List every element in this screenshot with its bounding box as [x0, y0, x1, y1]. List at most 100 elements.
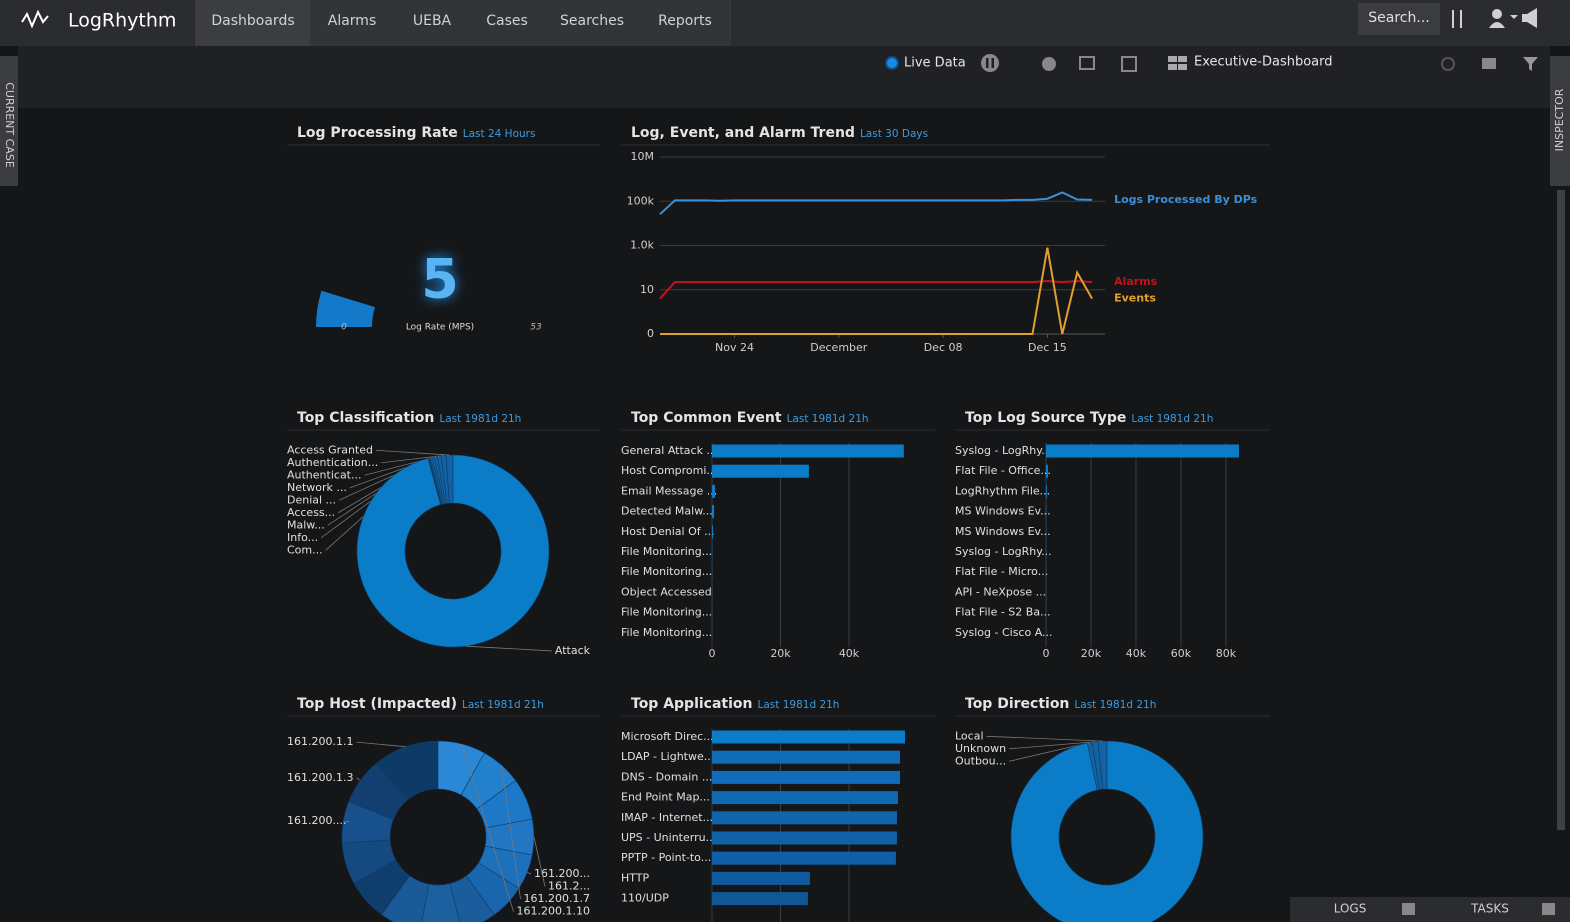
panel-title: Top Classification [297, 410, 434, 426]
leader-line [533, 836, 546, 887]
nav-tab[interactable]: Alarms [328, 13, 377, 29]
bar [1046, 444, 1239, 458]
donut-label: Authentication... [287, 456, 378, 469]
category-label: Host Compromi... [621, 464, 717, 477]
donut-slice [421, 883, 461, 922]
donut-label: Malw... [287, 518, 325, 531]
leader-line [381, 455, 444, 464]
donut-label: Attack [555, 644, 591, 657]
x-tick-label: 20k [770, 647, 791, 660]
panel-title: Log Processing Rate [297, 125, 458, 141]
donut-label: 161.200.1.1 [287, 735, 353, 748]
donut-label: Unknown [955, 742, 1006, 755]
toolbar [18, 46, 1550, 108]
leader-line [986, 735, 1103, 742]
gauge-tick-label: 53 [530, 323, 542, 333]
leader-line [501, 764, 521, 900]
footer-bar [1290, 897, 1570, 922]
logs-tab[interactable]: LOGS [1334, 902, 1367, 916]
panel-subtitle: Last 1981d 21h [439, 413, 521, 425]
layout-cell [1168, 56, 1177, 62]
live-label: Live Data [904, 56, 966, 71]
top-icons [1452, 8, 1537, 28]
category-label: File Monitoring... [621, 626, 712, 639]
category-label: 110/UDP [621, 892, 669, 905]
x-tick-label: 60k [1171, 647, 1192, 660]
category-label: LogRhythm File... [955, 484, 1050, 497]
bar [712, 484, 716, 498]
print-button[interactable] [1482, 58, 1496, 69]
category-label: Flat File - S2 Ba... [955, 606, 1051, 619]
y-tick-label: 10M [631, 150, 655, 163]
announce-icon[interactable] [1522, 8, 1537, 28]
filter-button[interactable] [1523, 57, 1538, 71]
leader-line [375, 449, 450, 456]
tasks-tab[interactable]: TASKS [1470, 902, 1509, 916]
y-tick-label: 100k [627, 194, 655, 207]
user-icon[interactable] [1492, 9, 1502, 19]
y-tick-label: 1.0k [630, 239, 654, 252]
category-label: Detected Malw... [621, 505, 713, 518]
nav-tab[interactable]: UEBA [413, 13, 452, 29]
category-label: File Monitoring... [621, 606, 712, 619]
category-label: UPS - Uninterru... [621, 831, 716, 844]
leader-line [461, 743, 514, 912]
panel-title: Top Log Source Type [965, 410, 1126, 426]
nav-tab[interactable]: Searches [560, 13, 624, 29]
logs-expand[interactable] [1402, 903, 1415, 915]
donut-label: Network ... [287, 481, 347, 494]
category-label: Syslog - LogRhy... [955, 545, 1052, 558]
pause-button[interactable] [981, 54, 999, 72]
donut-label: Outbou... [955, 754, 1006, 767]
undo-button[interactable] [1441, 57, 1455, 71]
bar [712, 525, 714, 539]
x-tick-label: Dec 15 [1028, 341, 1067, 354]
tasks-expand[interactable] [1542, 903, 1555, 915]
inspector-tab[interactable] [1550, 56, 1570, 186]
bar [1046, 464, 1049, 478]
bar [712, 750, 901, 764]
series-label: Events [1114, 292, 1156, 305]
category-label: File Monitoring... [621, 565, 712, 578]
donut-label: 161.200.1.7 [524, 892, 590, 905]
bar [712, 892, 808, 906]
layout-icon[interactable] [1168, 56, 1187, 70]
leader-line [1009, 742, 1090, 762]
current-case-label: CURRENT CASE [3, 82, 16, 168]
history-button[interactable] [1042, 57, 1056, 71]
panel-subtitle: Last 1981d 21h [1074, 699, 1156, 711]
panel-title: Top Application [631, 696, 753, 712]
donut-label: Info... [287, 531, 318, 544]
category-label: File Monitoring... [621, 545, 712, 558]
user-icon-body [1489, 22, 1505, 28]
nav-tab[interactable]: Reports [658, 13, 712, 29]
series-line [660, 247, 1093, 335]
panel-subtitle: Last 1981d 21h [1131, 413, 1213, 425]
bar [712, 505, 715, 519]
panel-subtitle: Last 1981d 21h [758, 699, 840, 711]
dashboard-name[interactable]: Executive-Dashboard [1194, 55, 1333, 70]
live-indicator[interactable] [885, 56, 899, 70]
y-tick-label: 10 [640, 283, 654, 296]
bar [1046, 484, 1047, 498]
x-tick-label: 40k [839, 647, 860, 660]
x-tick-label: 0 [709, 647, 716, 660]
add-widget-button[interactable] [1079, 56, 1095, 70]
settings-icon[interactable] [1452, 10, 1454, 28]
nav-tab[interactable]: Dashboards [211, 13, 294, 29]
leader-line [527, 871, 532, 875]
leader-line [356, 741, 406, 748]
nav-tab[interactable]: Cases [486, 13, 528, 29]
bar [712, 811, 897, 825]
current-case-tab[interactable] [0, 56, 18, 186]
category-label: Flat File - Micro... [955, 565, 1048, 578]
search-box[interactable] [1358, 3, 1440, 35]
layout-cell [1168, 64, 1177, 70]
category-label: Flat File - Office... [955, 464, 1051, 477]
logo[interactable]: LogRhythm [68, 10, 176, 32]
panel-subtitle: Last 1981d 21h [462, 699, 544, 711]
scrollbar[interactable] [1557, 190, 1565, 830]
save-button[interactable] [1121, 56, 1137, 72]
tab-bar-bg [310, 0, 730, 46]
gauge-value: 5 [421, 248, 459, 311]
